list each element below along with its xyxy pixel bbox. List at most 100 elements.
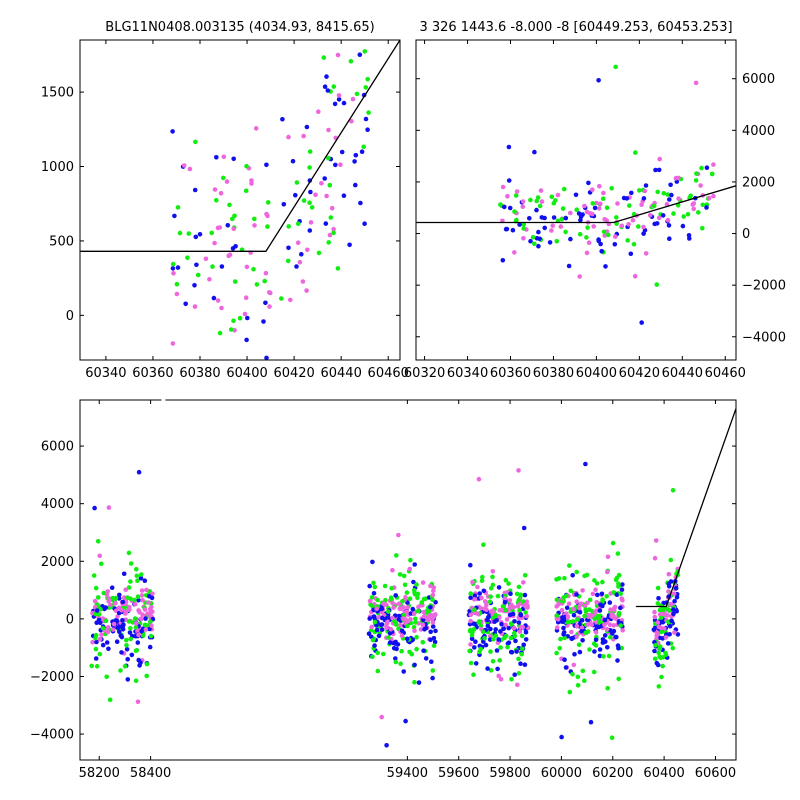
data-point (362, 49, 368, 54)
data-point (574, 634, 579, 640)
data-point (174, 291, 180, 297)
data-point (307, 149, 313, 154)
data-point (619, 223, 625, 229)
data-point (304, 124, 310, 130)
data-point (404, 590, 410, 595)
data-point (590, 591, 596, 597)
data-point (655, 662, 661, 668)
data-point (518, 661, 523, 666)
data-point (582, 613, 587, 619)
data-point (586, 180, 591, 186)
data-point (185, 255, 190, 260)
data-point (643, 183, 649, 188)
data-point (264, 162, 269, 168)
data-point (93, 646, 99, 652)
data-point (411, 625, 417, 630)
data-point (668, 182, 673, 188)
data-point (594, 624, 600, 629)
panel-top-right-frame (415, 39, 737, 361)
data-point (711, 162, 716, 167)
data-point (136, 469, 142, 475)
data-point (554, 613, 560, 618)
data-point (371, 591, 377, 596)
data-point (521, 222, 527, 227)
data-point (628, 251, 634, 257)
data-point (130, 620, 135, 625)
data-point (665, 641, 671, 646)
data-point (520, 204, 526, 209)
x-tick-label: 58400 (130, 766, 171, 781)
data-point (547, 240, 553, 245)
data-point (467, 628, 473, 634)
data-point (228, 327, 234, 332)
data-point (583, 607, 588, 612)
data-point (566, 263, 572, 269)
data-point (656, 215, 662, 221)
data-point (508, 591, 513, 597)
data-point (187, 166, 193, 172)
panel-top-left: BLG11N0408.003135 (4034.93, 8415.65) 603… (41, 20, 409, 381)
data-point (593, 637, 599, 643)
data-point (197, 232, 203, 237)
data-point (252, 216, 257, 222)
data-point (221, 175, 226, 181)
data-point (210, 264, 215, 269)
data-point (393, 639, 398, 645)
data-point (401, 573, 407, 579)
data-point (431, 613, 437, 619)
data-point (335, 52, 341, 58)
data-point (614, 221, 619, 227)
data-point (468, 642, 473, 647)
data-point (484, 603, 489, 608)
data-point (597, 608, 603, 613)
data-point (297, 260, 303, 265)
data-point (134, 573, 140, 579)
data-point (665, 613, 670, 618)
data-point (411, 579, 416, 585)
data-point (659, 615, 664, 620)
data-point (376, 615, 382, 620)
data-point (637, 188, 642, 193)
data-point (170, 261, 176, 267)
data-point (485, 666, 490, 671)
data-point (700, 202, 706, 208)
data-point (107, 697, 113, 703)
data-point (143, 627, 149, 632)
data-point (413, 616, 418, 622)
data-point (388, 627, 394, 632)
data-point (602, 233, 607, 238)
data-point (134, 648, 140, 653)
data-point (555, 617, 561, 622)
x-tick-label: 60000 (541, 766, 582, 781)
data-point (280, 117, 285, 122)
data-point (423, 656, 429, 661)
data-point (542, 215, 547, 221)
x-tick-label: 60440 (320, 366, 361, 381)
data-point (483, 642, 489, 648)
data-point (90, 639, 95, 645)
data-point (496, 673, 502, 679)
data-point (367, 583, 373, 589)
data-point (480, 574, 485, 580)
data-point (468, 612, 474, 618)
data-point (554, 238, 560, 244)
x-tick-label: 60420 (273, 366, 314, 381)
data-point (396, 601, 402, 606)
data-point (600, 579, 605, 585)
data-point (109, 585, 115, 590)
data-point (672, 630, 677, 635)
data-point (656, 650, 661, 656)
data-point (580, 588, 585, 593)
data-point (375, 597, 380, 603)
data-point (589, 622, 595, 627)
data-point (139, 572, 144, 577)
data-point (469, 636, 475, 642)
data-point (421, 614, 427, 619)
data-point (665, 217, 671, 223)
x-tick-label: 60400 (226, 366, 267, 381)
data-point (265, 224, 270, 229)
data-point (699, 165, 704, 171)
data-point (619, 587, 625, 592)
data-point (681, 214, 686, 219)
